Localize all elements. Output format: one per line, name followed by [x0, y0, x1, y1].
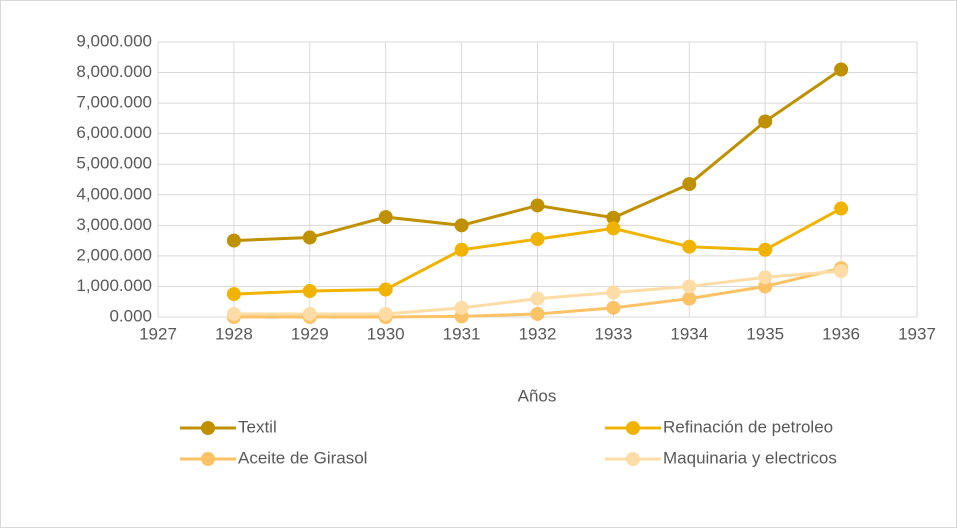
x-tick-label: 1928	[215, 324, 253, 343]
x-tick-label: 1933	[594, 324, 632, 343]
data-point	[606, 285, 621, 300]
x-tick-label: 1929	[291, 324, 329, 343]
data-point	[378, 210, 393, 225]
data-point	[530, 232, 545, 247]
x-tick-label: 1937	[898, 324, 936, 343]
y-tick-label: 8,000.000	[76, 62, 152, 81]
y-tick-label: 1,000.000	[76, 276, 152, 295]
data-point	[834, 264, 849, 279]
x-tick-label: 1936	[822, 324, 860, 343]
data-point	[682, 177, 697, 192]
data-point	[454, 242, 469, 257]
x-tick-label: 1934	[670, 324, 708, 343]
y-tick-label: 3,000.000	[76, 215, 152, 234]
x-tick-label: 1931	[443, 324, 481, 343]
data-point	[606, 300, 621, 315]
data-point	[682, 279, 697, 294]
legend-marker	[626, 452, 640, 466]
data-point	[302, 306, 317, 321]
legend-marker	[201, 452, 215, 466]
data-point	[302, 284, 317, 299]
y-tick-label: 5,000.000	[76, 154, 152, 173]
data-point	[454, 218, 469, 233]
legend-label: Aceite de Girasol	[238, 448, 367, 467]
data-point	[606, 221, 621, 236]
data-point	[530, 306, 545, 321]
data-point	[530, 291, 545, 306]
y-tick-label: 9,000.000	[76, 31, 152, 50]
data-point	[682, 239, 697, 254]
x-tick-label: 1927	[139, 324, 177, 343]
data-point	[226, 306, 241, 321]
legend-label: Textil	[238, 417, 277, 436]
legend-label: Refinación de petroleo	[663, 417, 833, 436]
data-point	[834, 62, 849, 77]
data-point	[758, 270, 773, 285]
legend-marker	[626, 421, 640, 435]
data-point	[758, 242, 773, 257]
x-tick-label: 1930	[367, 324, 405, 343]
data-point	[606, 210, 621, 225]
x-tick-label: 1935	[746, 324, 784, 343]
data-point	[302, 230, 317, 245]
y-tick-label: 7,000.000	[76, 93, 152, 112]
data-point	[758, 114, 773, 129]
legend-label: Maquinaria y electricos	[663, 448, 837, 467]
data-point	[530, 198, 545, 213]
legend-marker	[201, 421, 215, 435]
data-point	[834, 201, 849, 216]
y-tick-label: 6,000.000	[76, 123, 152, 142]
data-point	[454, 300, 469, 315]
y-tick-label: 4,000.000	[76, 184, 152, 203]
x-tick-label: 1932	[519, 324, 557, 343]
y-tick-label: 2,000.000	[76, 245, 152, 264]
data-point	[378, 306, 393, 321]
x-axis-title: Años	[518, 386, 557, 405]
y-tick-label: 0.000	[109, 306, 152, 325]
data-point	[682, 291, 697, 306]
data-point	[226, 233, 241, 248]
data-point	[378, 282, 393, 297]
data-point	[226, 287, 241, 302]
